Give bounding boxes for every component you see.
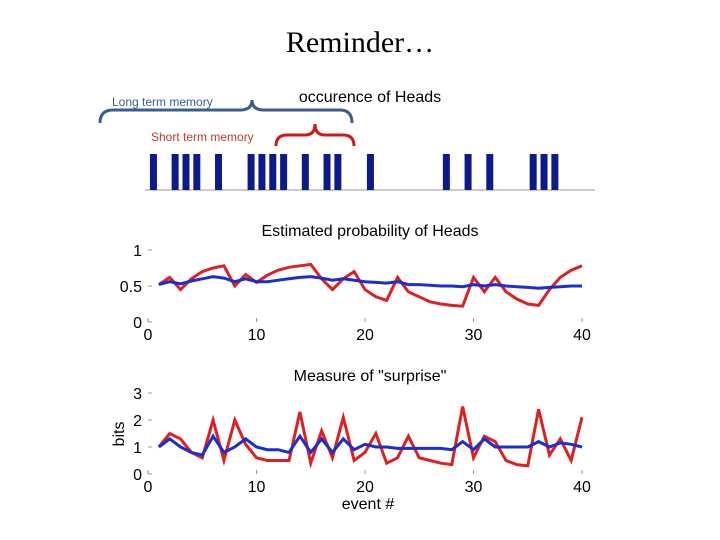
surprise-x-axis-label: event # [342, 496, 395, 513]
x-tick-label: 0 [144, 479, 153, 496]
y-tick-label: 0.5 [120, 279, 142, 296]
y-tick-label: 1 [133, 243, 142, 260]
surprise-axes: 0 10 20 30 40 0 1 2 3 [133, 386, 591, 496]
heads-chart-title: occurence of Heads [299, 89, 441, 106]
heads-bar [247, 154, 255, 190]
x-tick-label: 40 [573, 327, 591, 344]
x-tick-label: 10 [248, 327, 266, 344]
x-tick-label: 20 [356, 327, 374, 344]
heads-bar [323, 154, 331, 190]
heads-bar [171, 154, 179, 190]
x-tick-label: 0 [144, 327, 153, 344]
x-tick-label: 30 [465, 327, 483, 344]
heads-bar [182, 154, 190, 190]
heads-bar [540, 154, 548, 190]
heads-bar [301, 154, 309, 190]
heads-bar [366, 154, 374, 190]
heads-bar [551, 154, 559, 190]
probability-short-term-line [158, 262, 583, 308]
x-tick-label: 10 [248, 479, 266, 496]
heads-bar [149, 154, 157, 190]
surprise-short-term-line [157, 406, 584, 469]
y-tick-label: 2 [133, 413, 142, 430]
heads-bar [280, 154, 288, 190]
probability-long-term-line [158, 275, 582, 290]
heads-bars [149, 154, 559, 190]
heads-bar [442, 154, 450, 190]
y-tick-label: 3 [133, 386, 142, 403]
x-tick-label: 30 [465, 479, 483, 496]
heads-bar [334, 154, 342, 190]
long-term-memory-brace [98, 99, 354, 124]
short-term-memory-label: Short term memory [151, 130, 254, 144]
y-tick-label: 0 [133, 315, 142, 332]
heads-bar [269, 154, 277, 190]
heads-bar [258, 154, 266, 190]
x-tick-label: 40 [573, 479, 591, 496]
heads-bar [215, 154, 223, 190]
heads-bar [529, 154, 537, 190]
surprise-long-term-line [157, 433, 583, 457]
surprise-chart-title: Measure of "surprise" [294, 368, 447, 385]
slide-title: Reminder… [285, 26, 435, 59]
surprise-y-axis-label: bits [111, 422, 128, 447]
probability-axes: 0 10 20 30 40 0 0.5 1 [120, 243, 591, 344]
x-tick-label: 20 [356, 479, 374, 496]
short-term-memory-brace [274, 123, 356, 147]
heads-bar [193, 154, 201, 190]
y-tick-label: 1 [133, 440, 142, 457]
long-term-memory-label: Long term memory [112, 95, 213, 109]
probability-chart-title: Estimated probability of Heads [262, 223, 479, 240]
y-tick-label: 0 [133, 467, 142, 484]
heads-bar [464, 154, 472, 190]
heads-bar [486, 154, 494, 190]
